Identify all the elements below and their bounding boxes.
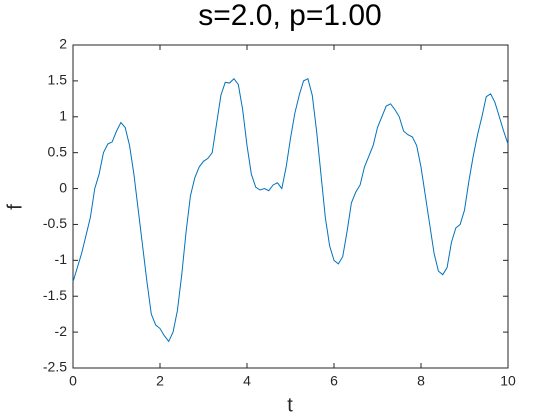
plot-box xyxy=(72,44,509,369)
chart-title: s=2.0, p=1.00 xyxy=(198,0,382,32)
x-tick-label: 2 xyxy=(156,373,164,389)
y-tick-label: -1.5 xyxy=(43,287,67,303)
x-axis-label: t xyxy=(287,394,293,416)
x-tick-label: 8 xyxy=(417,373,425,389)
y-tick-label: -1 xyxy=(55,251,68,267)
y-tick-label: 0.5 xyxy=(48,143,68,159)
y-axis-label: f xyxy=(4,204,26,210)
y-tick-label: 1 xyxy=(59,107,67,123)
x-tick-label: 6 xyxy=(330,373,338,389)
x-tick-label: 10 xyxy=(500,373,516,389)
y-tick-label: -2.5 xyxy=(43,359,67,375)
y-tick-label: 2 xyxy=(59,36,67,52)
y-tick-label: -0.5 xyxy=(43,215,67,231)
x-tick-label: 0 xyxy=(69,373,77,389)
data-line xyxy=(72,77,509,343)
y-tick-label: 0 xyxy=(59,179,67,195)
y-tick-label: 1.5 xyxy=(48,72,68,88)
x-tick-label: 4 xyxy=(243,373,251,389)
y-tick-label: -2 xyxy=(55,323,68,339)
